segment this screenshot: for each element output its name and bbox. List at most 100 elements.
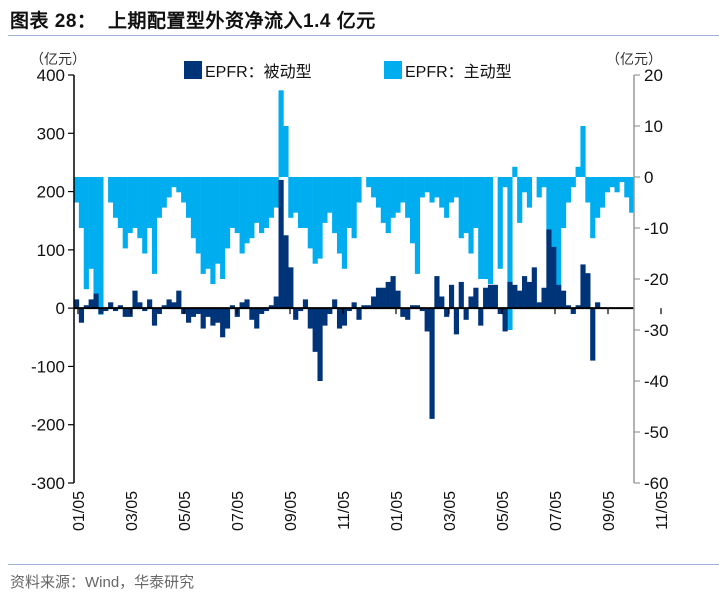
active-bar <box>536 177 542 198</box>
active-bar <box>259 177 265 234</box>
passive-bar <box>483 287 489 309</box>
left-tick-label: -100 <box>31 357 65 376</box>
active-bar <box>283 126 289 177</box>
passive-bar <box>405 308 411 320</box>
bottom-divider <box>8 564 719 565</box>
x-axis: 01/05 03/05 05/05 07/05 09/05 11/05 01/05 03/05… <box>71 308 671 531</box>
passive-bar <box>210 308 216 326</box>
passive-bar <box>497 308 503 314</box>
passive-bar <box>195 308 201 314</box>
passive-bar <box>458 281 464 309</box>
active-bar <box>473 177 479 228</box>
passive-bar <box>473 287 479 309</box>
passive-bar <box>98 308 104 314</box>
active-bar <box>93 177 99 300</box>
active-bar <box>595 177 601 218</box>
active-bar <box>210 177 216 285</box>
x-tick-label: 05/05 <box>495 491 512 531</box>
passive-bar <box>307 308 313 329</box>
active-bar <box>112 177 119 218</box>
active-bar <box>546 177 552 239</box>
active-bar <box>371 177 377 198</box>
passive-bar <box>507 281 513 309</box>
active-bar <box>395 177 401 213</box>
active-bar <box>497 177 503 269</box>
passive-bar <box>351 302 357 309</box>
passive-bar <box>585 273 591 309</box>
passive-bar <box>410 305 416 309</box>
active-bar <box>332 177 338 234</box>
passive-bar <box>239 302 245 309</box>
right-tick-label: -50 <box>644 423 669 442</box>
passive-bar <box>356 308 362 320</box>
passive-bar <box>522 276 528 309</box>
passive-bar <box>575 305 581 309</box>
passive-bar <box>487 284 494 309</box>
passive-bar <box>536 302 542 309</box>
active-bar <box>151 177 158 274</box>
passive-bar <box>400 308 406 317</box>
active-bar <box>614 177 620 193</box>
legend-swatch-active <box>384 61 402 79</box>
passive-bar <box>517 290 523 309</box>
active-bar <box>186 177 192 218</box>
source-note: 资料来源：Wind，华泰研究 <box>10 574 195 591</box>
active-bar <box>414 177 421 274</box>
active-bar <box>234 177 240 234</box>
right-tick-label: -60 <box>644 474 669 493</box>
active-bar <box>288 177 294 218</box>
passive-bar <box>166 299 172 309</box>
x-tick-label: 03/05 <box>124 491 141 531</box>
active-bar <box>249 177 255 239</box>
passive-bar <box>526 281 533 309</box>
passive-bar <box>83 305 89 309</box>
legend-label-active: EPFR：主动型 <box>405 63 512 81</box>
passive-bar <box>380 287 386 309</box>
active-bar <box>312 177 318 264</box>
passive-bar <box>546 229 552 309</box>
passive-bar <box>390 276 396 309</box>
active-bar <box>507 177 513 330</box>
active-bar <box>405 177 411 218</box>
passive-bar <box>103 308 109 312</box>
passive-bar <box>161 305 167 309</box>
passive-bar <box>439 296 445 309</box>
active-bar <box>132 177 138 228</box>
active-bar <box>293 177 299 213</box>
active-bar <box>434 177 440 198</box>
passive-bar <box>283 235 289 309</box>
passive-bar <box>74 299 80 309</box>
passive-bar <box>288 267 294 309</box>
passive-bar <box>249 308 255 320</box>
active-bar <box>580 126 586 177</box>
passive-bar <box>463 308 469 320</box>
active-bar <box>458 177 464 239</box>
right-axis-unit: （亿元） <box>606 52 662 68</box>
x-tick-label: 09/05 <box>283 491 300 531</box>
active-bar <box>483 177 489 279</box>
active-bar <box>385 177 391 234</box>
passive-bar <box>122 308 128 317</box>
passive-bar <box>570 308 576 314</box>
passive-bar <box>502 308 508 332</box>
passive-bar <box>93 293 99 309</box>
active-bar <box>585 177 591 203</box>
active-bar <box>190 177 197 239</box>
active-bar <box>551 177 557 279</box>
title-prefix: 图表 <box>10 11 50 32</box>
passive-bar <box>541 287 547 309</box>
active-bar <box>268 177 274 218</box>
passive-bar <box>346 308 352 312</box>
x-tick-label: 09/05 <box>601 491 618 531</box>
active-bar <box>239 177 245 254</box>
active-bar <box>108 177 114 203</box>
passive-bar <box>560 290 567 309</box>
active-bar <box>526 177 533 208</box>
active-bar <box>619 177 625 183</box>
active-series <box>74 90 635 330</box>
legend-label-passive: EPFR：被动型 <box>205 63 312 81</box>
passive-bar <box>298 308 304 312</box>
left-tick-label: 300 <box>37 124 65 143</box>
right-tick-label: 0 <box>644 168 653 187</box>
